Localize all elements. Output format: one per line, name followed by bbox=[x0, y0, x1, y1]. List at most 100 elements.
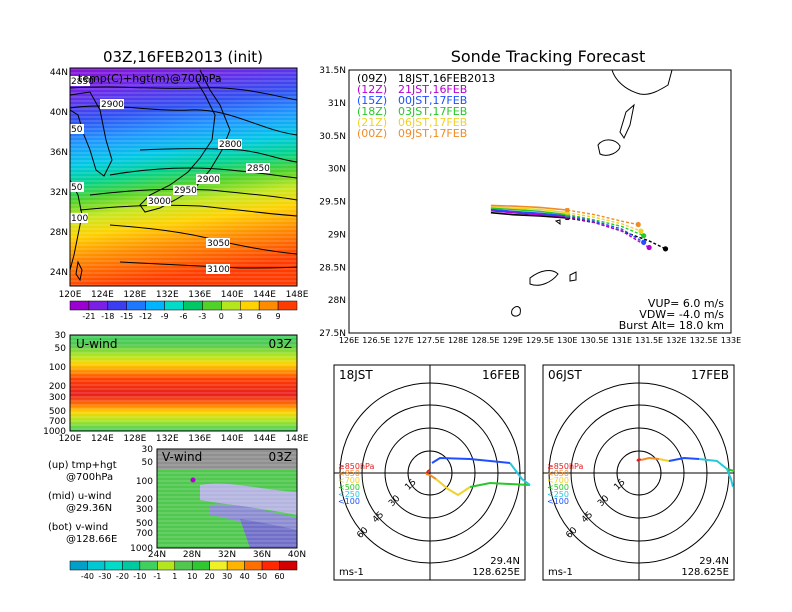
vwind-x-tick: 32N bbox=[218, 550, 236, 560]
vwind-x-tick: 36N bbox=[253, 550, 271, 560]
lon-tick-label: 148E bbox=[286, 290, 309, 300]
coastline-china bbox=[69, 179, 83, 271]
wind-colorbar-swatch bbox=[69, 560, 88, 571]
hodograph-trace bbox=[425, 469, 431, 475]
wind-colorbar-swatch bbox=[87, 560, 106, 571]
lon-tick-label: 128E bbox=[123, 290, 146, 300]
lat-tick-label: 28N bbox=[50, 228, 68, 238]
coastline-kyushu bbox=[611, 69, 673, 95]
wind-colorbar-label: -1 bbox=[153, 572, 161, 581]
lat-axis: 44N 40N 36N 32N 28N 24N bbox=[50, 68, 68, 278]
colorbar-label: 0 bbox=[219, 312, 224, 321]
tracking-lat-tick: 29N bbox=[328, 230, 346, 240]
left-legend: (up) tmp+hgt @700hPa (mid) u-wind @29.36… bbox=[48, 460, 117, 545]
contour-label: 3100 bbox=[207, 265, 230, 275]
hodograph-legend-item: <500 bbox=[338, 483, 360, 492]
wind-colorbar-label: 30 bbox=[222, 572, 232, 581]
hodograph-legend-item: ≥850hPa bbox=[338, 462, 375, 471]
tracking-lon-axis: 126E 126.5E 127E 127.5E 128E 128.5E 129E 129.5E… bbox=[339, 336, 741, 345]
lon-tick-label: 120E bbox=[59, 290, 82, 300]
hodograph-legend-item: <500 bbox=[547, 483, 569, 492]
uwind-y-tick: 30 bbox=[55, 331, 67, 341]
lat-tick-label: 24N bbox=[50, 268, 68, 278]
uwind-x-tick: 148E bbox=[286, 434, 309, 444]
lon-tick-label: 140E bbox=[221, 290, 244, 300]
colorbar-label: -21 bbox=[82, 312, 95, 321]
legend-mid: (mid) u-wind bbox=[48, 491, 111, 502]
uwind-x-tick: 132E bbox=[156, 434, 179, 444]
colorbar-swatch bbox=[240, 300, 260, 311]
tracking-lon-tick: 130E bbox=[557, 336, 577, 345]
colorbar-swatch bbox=[126, 300, 146, 311]
uwind-x-tick: 144E bbox=[253, 434, 276, 444]
hodograph-trace bbox=[431, 456, 511, 464]
uwind-time: 03Z bbox=[269, 337, 293, 351]
hodograph-legend-item: <850 bbox=[547, 469, 569, 478]
sonde-tracks bbox=[490, 204, 669, 252]
track-landing-point bbox=[638, 228, 644, 234]
tracking-lat-tick: 28.5N bbox=[319, 263, 346, 273]
colorbar-swatch bbox=[258, 300, 279, 311]
hodograph-legend-item: <700 bbox=[338, 476, 360, 485]
hodograph-trace bbox=[509, 462, 531, 486]
hodograph-trace bbox=[640, 456, 660, 461]
burst-label: Burst Alt= 18.0 km bbox=[619, 319, 724, 332]
launch-code: (00Z) bbox=[357, 127, 387, 140]
contour-label: 3000 bbox=[148, 197, 171, 207]
left-title: 03Z,16FEB2013 (init) bbox=[103, 48, 263, 66]
coastline-japan bbox=[139, 69, 231, 213]
wind-colorbar-swatch bbox=[244, 560, 263, 571]
uwind-y-tick: 500 bbox=[49, 407, 66, 417]
colorbar-swatch bbox=[221, 300, 241, 311]
hodograph-trace bbox=[668, 456, 700, 462]
coastline-tanegashima bbox=[619, 103, 635, 140]
temperature-colorbar: -21 -18 -15 -12 -9 -6 -3 0 3 6 9 bbox=[69, 300, 298, 321]
wind-colorbar-swatch bbox=[261, 560, 280, 571]
vwind-y-tick: 500 bbox=[136, 519, 153, 529]
launch-time: 00JST,17FEB bbox=[398, 94, 467, 107]
track-ascent-line bbox=[490, 211, 568, 219]
hodograph-lat: 29.4N bbox=[490, 556, 520, 567]
lon-tick-label: 144E bbox=[253, 290, 276, 300]
uwind-y-tick: 1000 bbox=[43, 427, 66, 437]
uwind-title: U-wind bbox=[76, 337, 117, 351]
launch-code: (21Z) bbox=[357, 116, 387, 129]
hodograph-time: 06JST bbox=[548, 368, 582, 382]
contour-label: 2900 bbox=[101, 100, 124, 110]
launch-time: 03JST,17FEB bbox=[398, 105, 467, 118]
track-descent-line bbox=[567, 215, 650, 249]
vwind-time: 03Z bbox=[269, 450, 293, 464]
vwind-x-tick: 24N bbox=[148, 550, 166, 560]
hodograph-trace bbox=[658, 458, 670, 462]
lon-tick-label: 136E bbox=[188, 290, 211, 300]
contour-label: 2850 bbox=[247, 164, 270, 174]
wind-colorbar: -40 -30 -20 -10 -1 1 10 20 30 40 50 60 bbox=[69, 560, 298, 581]
vwind-y-tick: 1000 bbox=[130, 544, 153, 554]
tracking-lon-tick: 133E bbox=[721, 336, 741, 345]
lon-tick-label: 132E bbox=[156, 290, 179, 300]
launch-code: (18Z) bbox=[357, 105, 387, 118]
colorbar-label: -15 bbox=[120, 312, 133, 321]
track-descent-line bbox=[567, 215, 645, 243]
wind-colorbar-label: 40 bbox=[240, 572, 250, 581]
launch-code: (09Z) bbox=[357, 72, 387, 85]
wind-colorbar-swatch bbox=[157, 560, 176, 571]
track-landing-point bbox=[641, 233, 647, 239]
hodograph-legend-item: ≥850hPa bbox=[547, 462, 584, 471]
tracking-lon-tick: 128.5E bbox=[471, 336, 499, 345]
wind-colorbar-swatch bbox=[104, 560, 123, 571]
right-title: Sonde Tracking Forecast bbox=[451, 47, 646, 66]
contour-label: 3050 bbox=[207, 239, 230, 249]
track-landing-point bbox=[662, 246, 669, 252]
uwind-x-axis: 120E 124E 128E 132E 136E 140E 144E 148E bbox=[59, 434, 309, 444]
wind-colorbar-label: -40 bbox=[81, 572, 94, 581]
vwind-y-tick: 700 bbox=[136, 529, 153, 539]
tracking-lat-tick: 31N bbox=[328, 99, 346, 109]
tracking-lon-tick: 127.5E bbox=[417, 336, 445, 345]
launch-legend: (09Z) 18JST,16FEB2013 (12Z) 21JST,16FEB (15Z… bbox=[357, 72, 495, 140]
vwind-y-tick: 300 bbox=[136, 505, 153, 515]
track-ascent-line bbox=[490, 209, 568, 218]
coastline-amami bbox=[529, 270, 559, 286]
